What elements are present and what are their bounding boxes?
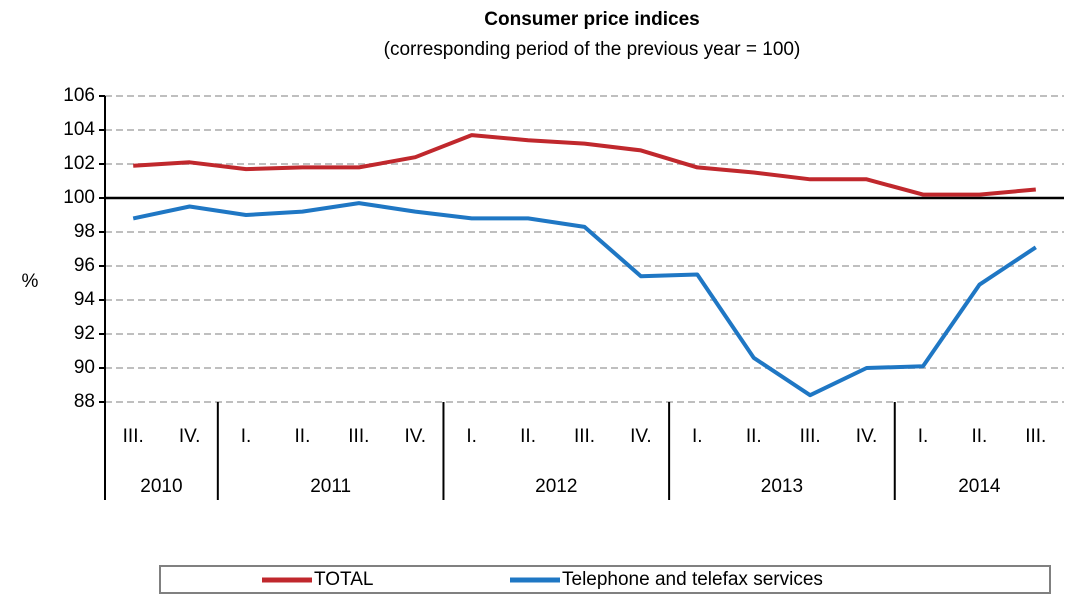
- y-tick-label: 106: [63, 85, 95, 106]
- y-axis-label: %: [22, 271, 39, 292]
- x-tick-label: I.: [918, 426, 929, 447]
- x-tick-label: II.: [520, 426, 536, 447]
- year-label: 2011: [310, 476, 351, 497]
- x-tick-label: IV.: [179, 426, 201, 447]
- y-tick-label: 104: [63, 119, 95, 140]
- x-tick-label: III.: [574, 426, 595, 447]
- chart-subtitle: (corresponding period of the previous ye…: [384, 39, 801, 60]
- legend-label: TOTAL: [314, 569, 373, 590]
- y-tick-label: 102: [63, 153, 95, 174]
- y-tick-label: 96: [74, 255, 95, 276]
- legend-box: [159, 565, 1051, 594]
- x-tick-label: II.: [746, 426, 762, 447]
- x-tick-label: IV.: [405, 426, 427, 447]
- chart-title: Consumer price indices: [484, 9, 699, 30]
- x-tick-label: II.: [295, 426, 311, 447]
- x-tick-label: III.: [123, 426, 144, 447]
- series-line: [133, 133, 1036, 197]
- y-tick-label: 90: [74, 357, 95, 378]
- year-label: 2014: [958, 476, 1001, 497]
- year-label: 2010: [140, 476, 182, 497]
- x-tick-label: II.: [971, 426, 987, 447]
- x-tick-label: I.: [241, 426, 252, 447]
- x-tick-label: III.: [800, 426, 821, 447]
- x-tick-label: III.: [348, 426, 369, 447]
- x-tick-label: IV.: [630, 426, 652, 447]
- year-label: 2012: [535, 476, 577, 497]
- series-line: [132, 201, 1037, 398]
- x-tick-label: I.: [692, 426, 703, 447]
- x-tick-label: I.: [466, 426, 477, 447]
- x-tick-label: IV.: [856, 426, 878, 447]
- y-tick-label: 88: [74, 391, 95, 412]
- y-tick-label: 98: [74, 221, 95, 242]
- y-tick-label: 94: [74, 289, 96, 310]
- year-label: 2013: [761, 476, 803, 497]
- y-tick-label: 100: [63, 187, 95, 208]
- y-tick-label: 92: [74, 323, 95, 344]
- x-tick-label: III.: [1025, 426, 1046, 447]
- legend-label: Telephone and telefax services: [562, 569, 823, 590]
